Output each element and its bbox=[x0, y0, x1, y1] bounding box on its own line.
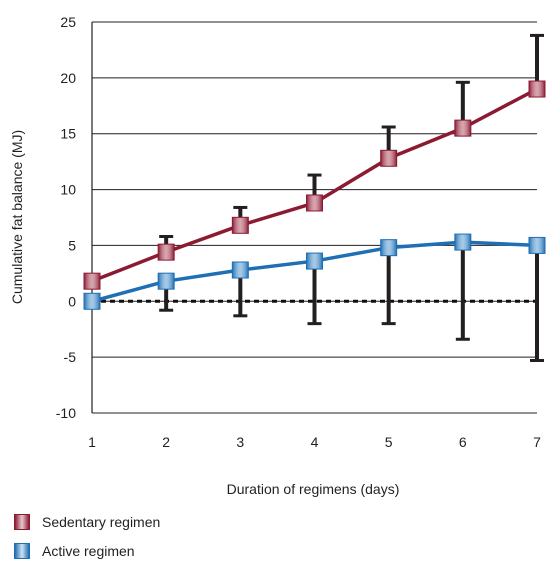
y-tick-label: 15 bbox=[60, 126, 76, 142]
x-tick-label: 1 bbox=[88, 434, 96, 450]
data-point-marker-highlight bbox=[454, 119, 472, 137]
x-tick-label: 6 bbox=[459, 434, 467, 450]
data-point-marker-highlight bbox=[157, 243, 175, 261]
x-tick-label: 7 bbox=[533, 434, 541, 450]
legend-item-sedentary: Sedentary regimen bbox=[14, 512, 160, 532]
legend-swatch-active bbox=[14, 543, 30, 559]
y-tick-label: 25 bbox=[60, 14, 76, 30]
legend-item-active: Active regimen bbox=[14, 541, 160, 561]
legend-label-sedentary: Sedentary regimen bbox=[42, 514, 161, 530]
y-tick-label: 20 bbox=[60, 70, 76, 86]
data-point-marker-highlight bbox=[380, 149, 398, 167]
error-bars bbox=[159, 33, 544, 362]
y-tick-labels: -10 -5 0 5 10 15 20 25 bbox=[56, 14, 76, 421]
data-point-marker-highlight bbox=[83, 292, 101, 310]
x-tick-label: 2 bbox=[162, 434, 170, 450]
x-axis-title: Duration of regimens (days) bbox=[227, 481, 400, 497]
y-tick-label: -5 bbox=[64, 349, 77, 365]
x-tick-label: 4 bbox=[311, 434, 319, 450]
x-tick-label: 3 bbox=[236, 434, 244, 450]
x-tick-label: 5 bbox=[385, 434, 393, 450]
x-tick-labels: 1 2 3 4 5 6 7 bbox=[88, 434, 541, 450]
legend-swatch-sedentary bbox=[14, 514, 30, 530]
data-point-marker-highlight bbox=[157, 272, 175, 290]
y-tick-label: 0 bbox=[68, 293, 76, 309]
data-point-marker-highlight bbox=[528, 236, 546, 254]
legend-label-active: Active regimen bbox=[42, 543, 135, 559]
data-point-marker-highlight bbox=[231, 216, 249, 234]
y-tick-label: -10 bbox=[56, 405, 76, 421]
grid-lines bbox=[92, 21, 537, 414]
data-point-marker-highlight bbox=[306, 252, 323, 270]
data-point-marker-highlight bbox=[83, 272, 101, 290]
y-tick-label: 10 bbox=[60, 182, 76, 198]
data-point-marker-highlight bbox=[528, 80, 546, 98]
y-axis-title: Cumulative fat balance (MJ) bbox=[9, 130, 25, 304]
data-markers bbox=[83, 80, 546, 310]
data-point-marker-highlight bbox=[231, 261, 249, 279]
legend: Sedentary regimen Active regimen bbox=[14, 512, 160, 570]
y-tick-label: 5 bbox=[68, 237, 76, 253]
data-point-marker-highlight bbox=[380, 239, 398, 257]
data-point-marker-highlight bbox=[454, 233, 472, 251]
data-point-marker-highlight bbox=[306, 194, 323, 212]
